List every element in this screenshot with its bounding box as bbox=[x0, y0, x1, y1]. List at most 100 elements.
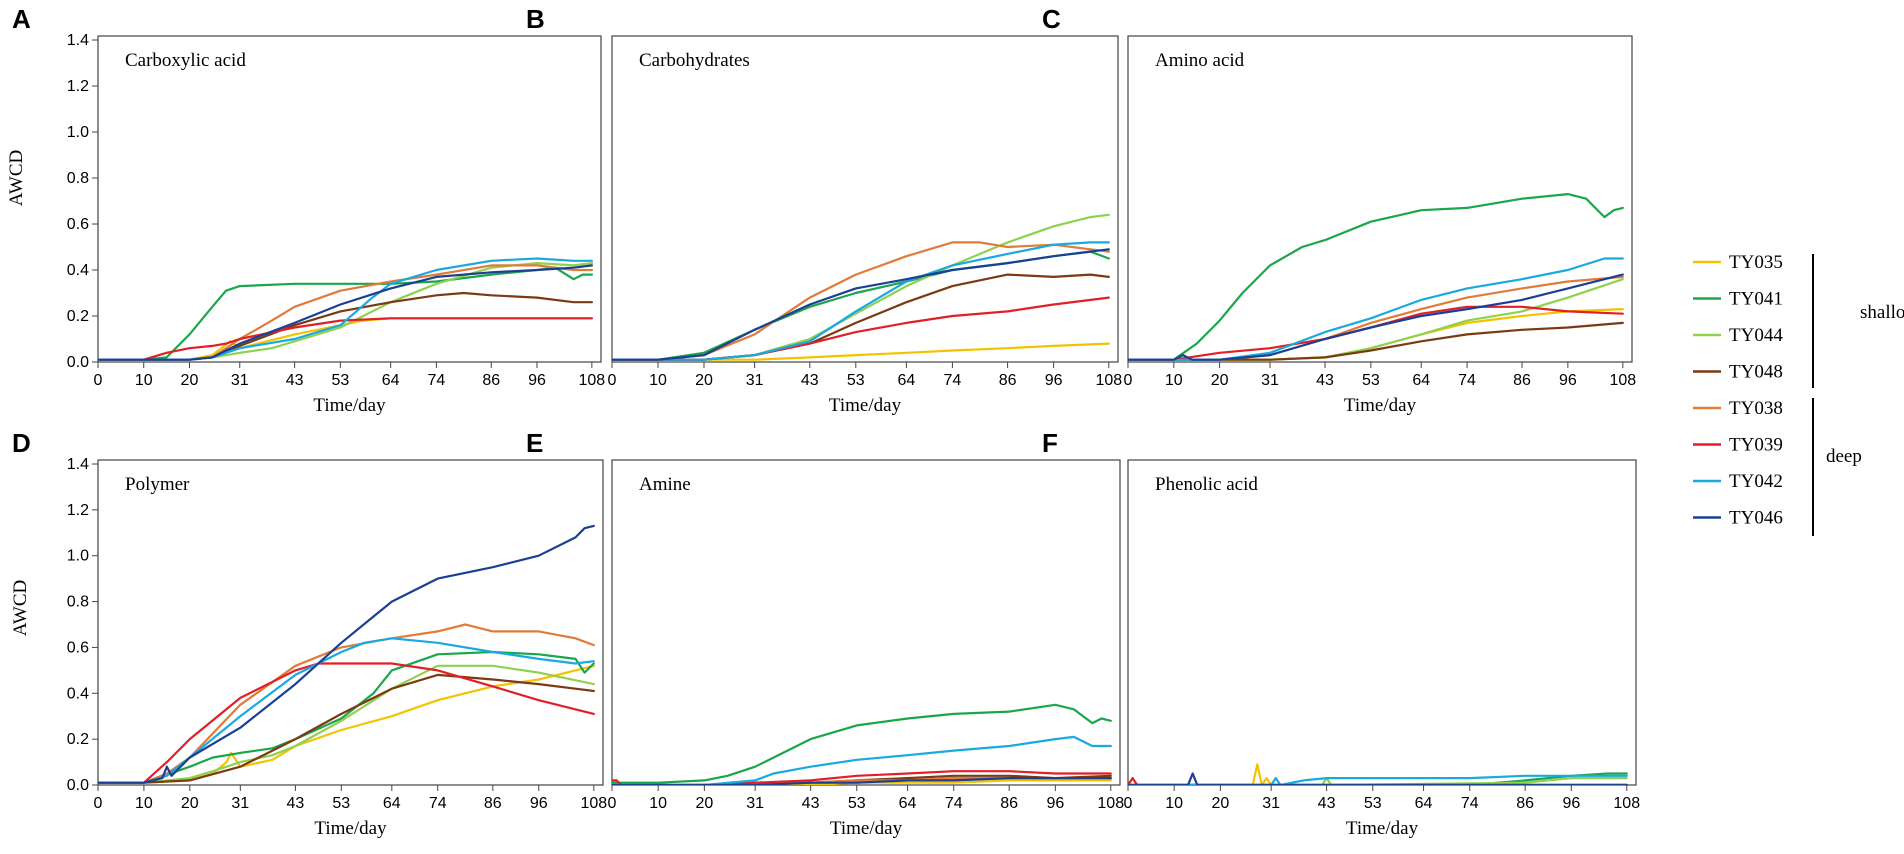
x-tick-label: 43 bbox=[1316, 372, 1334, 389]
y-tick-label: 1.4 bbox=[67, 32, 89, 49]
x-tick-label: 31 bbox=[231, 795, 249, 812]
x-tick-label: 0 bbox=[1124, 795, 1133, 812]
x-tick-label: 53 bbox=[332, 795, 350, 812]
x-axis-label: Time/day bbox=[313, 395, 386, 416]
x-tick-label: 96 bbox=[1046, 795, 1064, 812]
plot-frame bbox=[97, 35, 602, 363]
y-tick-label: 1.0 bbox=[67, 548, 89, 565]
series-line-ty038 bbox=[98, 264, 593, 361]
x-tick-label: 0 bbox=[1124, 372, 1133, 389]
x-tick-label: 43 bbox=[286, 372, 304, 389]
series-lines bbox=[1128, 763, 1628, 785]
x-tick-label: 108 bbox=[1095, 372, 1122, 389]
x-tick-label: 86 bbox=[1516, 795, 1534, 812]
plot-frame bbox=[1127, 459, 1637, 786]
series-line-ty046 bbox=[612, 248, 1110, 361]
x-tick-label: 64 bbox=[898, 372, 916, 389]
x-tick-label: 74 bbox=[429, 795, 447, 812]
series-line-ty038 bbox=[98, 623, 595, 784]
x-tick-label: 86 bbox=[1000, 795, 1018, 812]
x-tick-label: 31 bbox=[746, 795, 764, 812]
y-tick-label: 0.8 bbox=[67, 594, 89, 611]
x-tick-label: 74 bbox=[945, 795, 963, 812]
y-axis-label-bottom: AWCD bbox=[10, 580, 31, 637]
x-tick-label: 0 bbox=[608, 795, 617, 812]
series-line-ty039 bbox=[612, 770, 1112, 785]
y-tick-label: 0.2 bbox=[67, 731, 89, 748]
x-tick-label: 10 bbox=[1165, 372, 1183, 389]
series-line-ty044 bbox=[98, 664, 595, 784]
x-tick-label: 0 bbox=[608, 372, 617, 389]
series-line-ty041 bbox=[1128, 193, 1624, 361]
series-line-ty046 bbox=[98, 264, 593, 361]
series-lines bbox=[98, 257, 593, 361]
panel-title: Polymer bbox=[125, 474, 190, 495]
panel-a: A 0.0 0.2 0.4 0.6 0.8 1.0 1.2 1.4 0 10 20 31 43 53 64 74… bbox=[12, 4, 605, 416]
x-tick-label: 43 bbox=[1318, 795, 1336, 812]
series-line-ty039 bbox=[612, 296, 1110, 361]
panel-f: F 0 10 20 31 43 53 64 74 86 96 108 Time/day Phenolic … bbox=[1042, 428, 1640, 839]
panel-title: Carbohydrates bbox=[639, 50, 750, 71]
x-tick-label: 86 bbox=[999, 372, 1017, 389]
series-line-ty048 bbox=[1128, 321, 1624, 361]
panel-letter: A bbox=[12, 4, 31, 34]
x-tick-label: 43 bbox=[287, 795, 305, 812]
legend-label-ty042: TY042 bbox=[1729, 471, 1783, 492]
plot-frame bbox=[611, 459, 1121, 786]
x-tick-label: 20 bbox=[695, 372, 713, 389]
y-tick-label: 0.2 bbox=[67, 308, 89, 325]
x-tick-label: 31 bbox=[746, 372, 764, 389]
x-tick-label: 74 bbox=[1461, 795, 1479, 812]
legend-label-ty038: TY038 bbox=[1729, 398, 1783, 419]
plot-frame bbox=[97, 459, 604, 786]
x-tick-label: 20 bbox=[181, 372, 199, 389]
x-tick-label: 43 bbox=[802, 795, 820, 812]
series-line-ty046 bbox=[98, 524, 595, 784]
x-tick-label: 86 bbox=[484, 795, 502, 812]
panel-letter: F bbox=[1042, 428, 1058, 458]
x-tick-label: 10 bbox=[649, 795, 667, 812]
series-line-ty041 bbox=[98, 266, 593, 361]
x-tick-label: 96 bbox=[528, 372, 546, 389]
x-tick-label: 43 bbox=[801, 372, 819, 389]
x-tick-label: 64 bbox=[382, 372, 400, 389]
panel-letter: E bbox=[526, 428, 543, 458]
panel-b: B 0 10 20 31 43 53 64 74 86 96 108 Time/day Carbohydr… bbox=[526, 4, 1122, 416]
panel-d: D 0.0 0.2 0.4 0.6 0.8 1.0 1.2 1.4 0 10 20 31 43 53 64 74… bbox=[12, 428, 607, 839]
x-axis-label: Time/day bbox=[1346, 818, 1419, 839]
chart-panels: A 0.0 0.2 0.4 0.6 0.8 1.0 1.2 1.4 0 10 20 31 43 53 64 74… bbox=[12, 4, 1640, 839]
panel-title: Phenolic acid bbox=[1155, 474, 1258, 495]
series-lines bbox=[612, 213, 1110, 361]
y-tick-label: 0.4 bbox=[67, 685, 89, 702]
x-tick-label: 74 bbox=[427, 372, 445, 389]
series-lines bbox=[1128, 193, 1624, 361]
x-tick-label: 53 bbox=[847, 372, 865, 389]
panel-e: E 0 10 20 31 43 53 64 74 86 96 108 Time/day Amine bbox=[526, 428, 1124, 839]
y-tick-label: 0.0 bbox=[67, 777, 89, 794]
legend-label-ty046: TY046 bbox=[1729, 508, 1783, 529]
legend-label-ty048: TY048 bbox=[1729, 362, 1783, 383]
x-tick-label: 96 bbox=[530, 795, 548, 812]
x-tick-label: 53 bbox=[331, 372, 349, 389]
series-line-ty042 bbox=[612, 241, 1110, 361]
series-line-ty044 bbox=[1128, 777, 1628, 785]
series-line-ty046 bbox=[1128, 273, 1624, 361]
series-line-ty041 bbox=[1128, 772, 1628, 785]
x-tick-label: 31 bbox=[1262, 795, 1280, 812]
x-tick-label: 53 bbox=[1364, 795, 1382, 812]
x-tick-label: 0 bbox=[94, 372, 103, 389]
y-tick-label: 1.2 bbox=[67, 502, 89, 519]
x-tick-label: 108 bbox=[580, 795, 607, 812]
series-line-ty042 bbox=[1128, 774, 1628, 785]
x-tick-label: 20 bbox=[1211, 372, 1229, 389]
legend-label-ty041: TY041 bbox=[1729, 289, 1783, 310]
x-tick-label: 53 bbox=[1362, 372, 1380, 389]
x-tick-label: 108 bbox=[1097, 795, 1124, 812]
legend-group-deep: deep bbox=[1826, 446, 1862, 467]
x-axis-label: Time/day bbox=[314, 818, 387, 839]
x-axis-label: Time/day bbox=[1344, 395, 1417, 416]
series-lines bbox=[98, 524, 595, 784]
x-tick-label: 20 bbox=[181, 795, 199, 812]
panel-letter: D bbox=[12, 428, 31, 458]
